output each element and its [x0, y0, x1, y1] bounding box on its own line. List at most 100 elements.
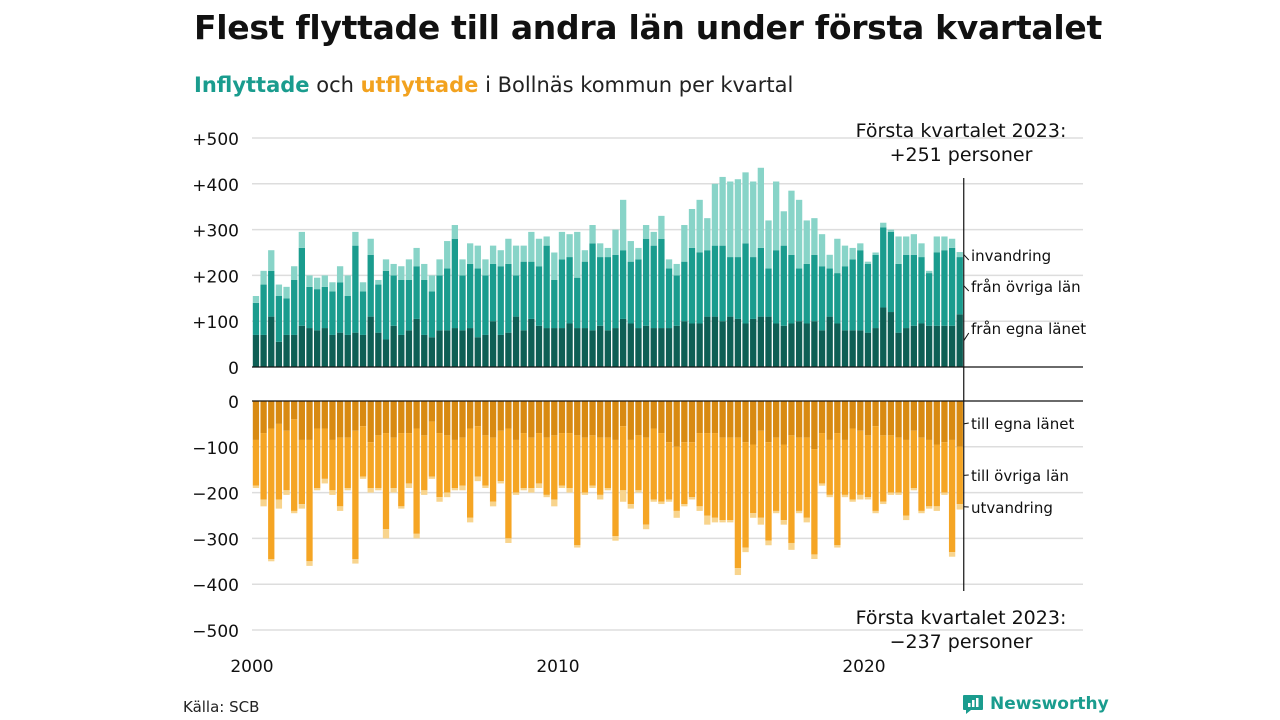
series-leader-top — [963, 254, 970, 261]
bar-inflow-egna-lanet — [811, 321, 818, 367]
bar-outflow-ovriga-lan — [581, 437, 589, 493]
bar-outflow-utvandring — [352, 559, 359, 564]
bar-outflow-utvandring — [750, 513, 757, 518]
bar-outflow-ovriga-lan — [291, 419, 298, 511]
bar-inflow-invandring — [826, 254, 833, 269]
bar-inflow-egna-lanet — [375, 332, 382, 367]
y-tick-label-bottom: 0 — [228, 393, 239, 413]
bar-outflow-utvandring — [298, 504, 305, 509]
bar-inflow-invandring — [803, 220, 810, 264]
series-leader-top — [963, 332, 970, 341]
bar-inflow-ovriga-lan — [352, 245, 359, 333]
bar-inflow-ovriga-lan — [849, 259, 856, 331]
bar-inflow-ovriga-lan — [367, 254, 374, 317]
bar-outflow-egna-lanet — [551, 401, 558, 436]
bar-outflow-egna-lanet — [681, 401, 688, 443]
bar-inflow-invandring — [474, 245, 481, 269]
bar-inflow-invandring — [933, 236, 940, 253]
bar-outflow-egna-lanet — [765, 401, 772, 443]
bar-inflow-invandring — [750, 181, 757, 258]
bar-outflow-ovriga-lan — [298, 439, 305, 505]
bar-inflow-egna-lanet — [512, 316, 520, 367]
bar-inflow-ovriga-lan — [359, 291, 367, 335]
bar-outflow-utvandring — [344, 488, 351, 491]
bar-inflow-ovriga-lan — [512, 275, 520, 317]
bar-inflow-invandring — [589, 225, 596, 244]
bar-outflow-egna-lanet — [421, 401, 428, 436]
y-tick-label-bottom: −200 — [192, 485, 239, 505]
bar-inflow-egna-lanet — [627, 323, 634, 367]
bar-outflow-ovriga-lan — [711, 433, 719, 518]
bar-inflow-invandring — [467, 243, 474, 264]
bar-outflow-ovriga-lan — [750, 444, 757, 514]
bar-inflow-invandring — [428, 275, 436, 292]
bar-inflow-egna-lanet — [421, 334, 428, 367]
bar-outflow-egna-lanet — [604, 401, 611, 438]
bar-outflow-ovriga-lan — [558, 433, 566, 486]
bar-inflow-egna-lanet — [880, 307, 887, 367]
y-tick-label-top: +200 — [192, 267, 239, 287]
bar-outflow-utvandring — [405, 483, 413, 489]
bar-outflow-utvandring — [765, 540, 772, 546]
bar-inflow-egna-lanet — [956, 314, 963, 367]
bar-outflow-egna-lanet — [742, 401, 749, 443]
bar-inflow-invandring — [811, 218, 818, 255]
bar-inflow-egna-lanet — [359, 334, 367, 367]
bar-inflow-ovriga-lan — [742, 243, 749, 324]
labels: +500 +400 +300 +200 +100 0 0 −100 −200 −300 −400 −5… — [192, 120, 1086, 677]
bar-outflow-egna-lanet — [597, 401, 604, 438]
bar-outflow-egna-lanet — [841, 401, 849, 440]
bar-outflow-egna-lanet — [352, 401, 359, 431]
bar-inflow-ovriga-lan — [558, 259, 566, 329]
bar-outflow-utvandring — [421, 490, 428, 495]
bar-outflow-utvandring — [367, 488, 374, 493]
bar-outflow-egna-lanet — [849, 401, 856, 429]
bar-inflow-egna-lanet — [688, 323, 696, 367]
bar-inflow-invandring — [398, 266, 405, 280]
bar-inflow-invandring — [291, 266, 298, 280]
bar-inflow-ovriga-lan — [574, 277, 581, 329]
bar-outflow-egna-lanet — [413, 401, 420, 429]
bar-inflow-ovriga-lan — [413, 266, 420, 319]
bar-outflow-ovriga-lan — [688, 442, 696, 498]
bar-inflow-ovriga-lan — [581, 261, 589, 329]
bar-inflow-invandring — [642, 225, 650, 239]
bar-outflow-ovriga-lan — [375, 435, 382, 489]
bar-outflow-ovriga-lan — [773, 437, 780, 511]
bar-outflow-utvandring — [497, 481, 504, 484]
bar-outflow-ovriga-lan — [543, 437, 550, 495]
y-tick-label-top: +300 — [192, 222, 239, 242]
bar-outflow-ovriga-lan — [528, 437, 535, 489]
bar-outflow-ovriga-lan — [321, 428, 328, 479]
bar-inflow-invandring — [910, 234, 917, 255]
bar-outflow-ovriga-lan — [283, 430, 290, 491]
bars — [252, 167, 963, 576]
bar-inflow-egna-lanet — [872, 328, 879, 367]
bar-outflow-utvandring — [620, 490, 627, 502]
bar-outflow-ovriga-lan — [344, 437, 351, 489]
bar-outflow-utvandring — [336, 506, 344, 511]
bar-inflow-egna-lanet — [352, 332, 359, 367]
bar-inflow-egna-lanet — [895, 332, 902, 367]
bar-outflow-utvandring — [413, 533, 420, 539]
bar-outflow-ovriga-lan — [535, 433, 543, 484]
subtitle-rest: i Bollnäs kommun per kvartal — [478, 73, 794, 97]
bar-inflow-egna-lanet — [918, 323, 925, 367]
bar-inflow-invandring — [597, 243, 604, 258]
bar-inflow-invandring — [375, 279, 382, 285]
bar-outflow-utvandring — [489, 501, 497, 507]
bar-outflow-egna-lanet — [535, 401, 543, 434]
bar-inflow-invandring — [635, 247, 642, 260]
bar-outflow-utvandring — [252, 485, 260, 489]
bar-outflow-utvandring — [734, 568, 742, 576]
bar-outflow-utvandring — [727, 520, 734, 523]
bar-inflow-ovriga-lan — [688, 247, 696, 324]
bar-inflow-ovriga-lan — [482, 275, 489, 335]
bar-inflow-ovriga-lan — [903, 254, 910, 329]
bar-outflow-utvandring — [658, 501, 665, 505]
bar-inflow-invandring — [773, 181, 780, 251]
bar-outflow-ovriga-lan — [474, 426, 481, 477]
bar-outflow-ovriga-lan — [489, 437, 497, 502]
bar-outflow-ovriga-lan — [551, 435, 558, 500]
bar-inflow-ovriga-lan — [252, 302, 260, 335]
